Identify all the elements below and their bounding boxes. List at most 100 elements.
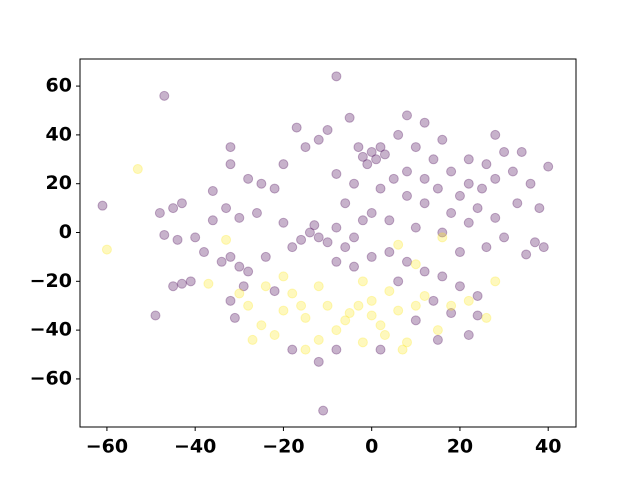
x-tick-label: 20 [447,436,473,458]
x-tick-label: −40 [174,436,216,458]
scatter-point [313,134,324,145]
scatter-point [446,300,457,311]
scatter-point [472,310,483,321]
scatter-point [269,330,280,340]
y-tick-label: 40 [46,123,72,145]
scatter-point [340,198,351,209]
scatter-point [287,242,298,253]
scatter-point [375,320,386,331]
scatter-point [375,344,386,355]
scatter-point [410,259,421,270]
scatter-point [229,312,240,323]
scatter-point [388,173,399,184]
scatter-point [278,271,289,282]
scatter-point [247,334,258,345]
scatter-point [371,154,382,165]
scatter-point [225,142,236,153]
y-tick-label: 20 [46,172,72,194]
scatter-point [296,300,307,311]
scatter-point [260,251,271,262]
scatter-point [463,217,474,228]
scatter-point [176,278,187,289]
scatter-point [221,234,232,245]
scatter-point [437,232,448,243]
scatter-point [172,234,183,245]
scatter-point [287,344,298,355]
scatter-point [384,286,395,297]
scatter-point [490,276,501,287]
scatter-point [490,129,501,140]
y-tick-label: −20 [30,270,72,292]
scatter-point [256,178,267,189]
scatter-point [349,178,360,189]
scatter-point [225,159,236,170]
scatter-point [238,281,249,292]
scatter-point [419,117,430,128]
scatter-point [401,256,412,267]
scatter-point [304,227,315,238]
scatter-point [331,222,342,233]
y-tick-label: 60 [46,75,72,97]
scatter-point [419,198,430,209]
scatter-point [384,247,395,258]
scatter-point [366,251,377,262]
y-tick-label: 0 [59,221,72,243]
scatter-point [331,344,342,355]
scatter-point [499,232,510,243]
scatter-point [463,154,474,165]
scatter-point [490,212,501,223]
scatter-point [375,142,386,153]
scatter-point [260,281,271,292]
scatter-point [309,220,320,231]
scatter-point [379,330,390,340]
scatter-point [340,315,351,326]
scatter-point [481,159,492,170]
scatter-point [313,232,324,243]
scatter-point [366,146,377,157]
scatter-point [393,239,404,250]
scatter-point [454,190,465,201]
scatter-point [278,305,289,316]
scatter-point [269,286,280,297]
scatter-point [234,212,245,223]
scatter-point [446,308,457,319]
scatter-point [322,237,333,248]
scatter-point [353,142,364,153]
scatter-point [216,256,227,267]
scatter-point [331,256,342,267]
x-tick-label: −60 [86,436,128,458]
scatter-point [393,305,404,316]
scatter-point [331,71,342,82]
scatter-point [101,244,112,255]
scatter-point [512,198,523,209]
scatter-point [278,159,289,170]
scatter-point [331,325,342,336]
scatter-point [357,215,368,226]
scatter-point [251,207,262,218]
scatter-point [349,232,360,243]
scatter-point [401,337,412,348]
scatter-point [516,146,527,157]
scatter-point [221,203,232,214]
scatter-point [463,330,474,340]
scatter-point [234,261,245,272]
scatter-point [401,110,412,121]
scatter-point [538,242,549,253]
scatter-point [300,344,311,355]
scatter-point [490,173,501,184]
scatter-point [543,161,554,172]
scatter-point [322,125,333,136]
scatter-point [454,247,465,258]
axes-frame [79,58,577,428]
scatter-point [291,122,302,133]
scatter-point [477,183,488,194]
scatter-point [296,234,307,245]
scatter-point [463,295,474,306]
scatter-point [481,312,492,323]
scatter-point [529,237,540,248]
scatter-point [472,203,483,214]
scatter-point [437,227,448,238]
scatter-point [410,300,421,311]
scatter-point [234,288,245,299]
